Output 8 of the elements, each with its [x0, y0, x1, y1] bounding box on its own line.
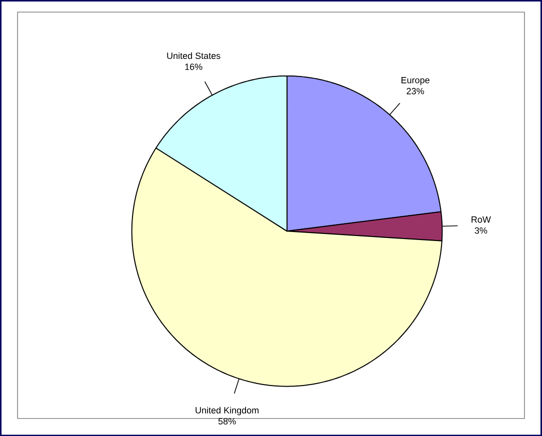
data-label: 3% [474, 227, 488, 234]
slice-label: United States [167, 52, 220, 59]
data-label: 23% [406, 88, 424, 94]
slice-label: RoW [472, 216, 491, 223]
data-label: 16% [185, 63, 202, 70]
slice-label: United Kingdom [196, 406, 259, 416]
slice-label: Europe [402, 76, 430, 85]
data-label: 58% [218, 418, 236, 424]
